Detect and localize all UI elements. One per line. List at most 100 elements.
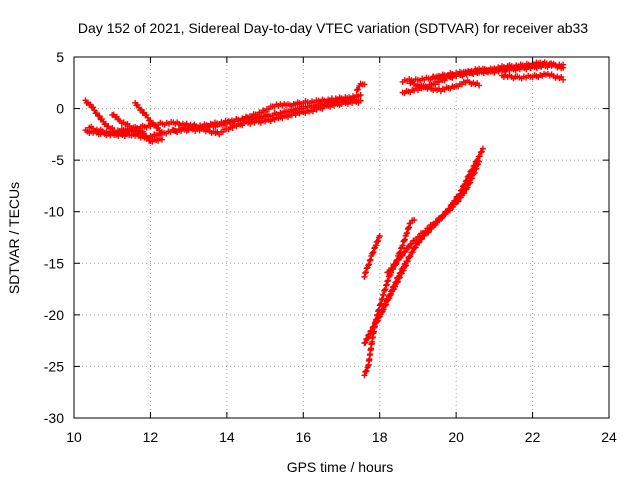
- data-point: [387, 292, 394, 299]
- data-point: [361, 81, 368, 88]
- data-point: [412, 244, 419, 251]
- x-tick-label: 14: [219, 429, 235, 445]
- data-point: [450, 203, 457, 210]
- data-point: [400, 264, 407, 271]
- y-tick-label: 5: [56, 49, 64, 65]
- data-point: [399, 252, 406, 259]
- data-point: [391, 283, 398, 290]
- data-point: [473, 165, 480, 172]
- data-point: [422, 228, 429, 235]
- x-tick-label: 18: [372, 429, 388, 445]
- data-point: [96, 112, 103, 119]
- data-point: [90, 104, 97, 111]
- data-point: [476, 153, 483, 160]
- y-tick-label: -15: [44, 255, 64, 271]
- data-point: [457, 194, 464, 201]
- data-point: [368, 327, 375, 334]
- data-point: [455, 198, 462, 205]
- data-point: [383, 301, 390, 308]
- y-axis-label: SDTVAR / TECUs: [6, 182, 22, 294]
- data-point: [474, 161, 481, 168]
- data-point: [389, 287, 396, 294]
- data-point: [560, 64, 567, 71]
- data-point: [144, 114, 151, 121]
- data-point: [476, 158, 483, 165]
- data-point: [466, 180, 473, 187]
- x-tick-label: 12: [143, 429, 159, 445]
- x-tick-label: 20: [448, 429, 464, 445]
- y-tick-label: -25: [44, 358, 64, 374]
- plot-frame: [73, 56, 610, 419]
- data-point: [372, 242, 379, 249]
- x-tick-label: 16: [295, 429, 311, 445]
- y-tick-label: -30: [44, 410, 64, 426]
- y-tick-label: -10: [44, 204, 64, 220]
- data-point: [476, 82, 483, 89]
- data-point: [413, 237, 420, 244]
- y-tick-label: 0: [56, 101, 64, 117]
- data-point: [464, 184, 471, 191]
- data-point: [399, 242, 406, 249]
- data-point: [375, 237, 382, 244]
- data-point: [471, 169, 478, 176]
- x-axis-label: GPS time / hours: [287, 459, 394, 475]
- data-point: [366, 331, 373, 338]
- data-point: [376, 232, 383, 239]
- data-point: [409, 249, 416, 256]
- data-point: [158, 130, 165, 137]
- data-point: [442, 211, 449, 218]
- data-point: [468, 175, 475, 182]
- data-point: [403, 258, 410, 265]
- data-point: [406, 244, 413, 251]
- data-point: [408, 240, 415, 247]
- data-point: [560, 76, 567, 83]
- x-tick-label: 22: [525, 429, 541, 445]
- data-point: [367, 256, 374, 263]
- data-point: [366, 257, 373, 264]
- data-point: [467, 179, 474, 186]
- data-point: [416, 233, 423, 240]
- data-point: [393, 278, 400, 285]
- data-point: [389, 264, 396, 271]
- data-point: [366, 261, 373, 268]
- data-point: [434, 218, 441, 225]
- data-point: [439, 214, 446, 221]
- data-point: [362, 339, 369, 346]
- data-point: [478, 148, 485, 155]
- data-point: [143, 112, 150, 119]
- data-point: [371, 323, 378, 330]
- data-point: [393, 260, 400, 267]
- data-point: [431, 221, 438, 228]
- data-point: [385, 277, 392, 284]
- chart-title: Day 152 of 2021, Sidereal Day-to-day VTE…: [78, 20, 588, 36]
- data-point: [384, 297, 391, 304]
- data-point: [362, 270, 369, 276]
- data-point: [380, 306, 387, 313]
- data-point: [461, 190, 468, 197]
- data-point: [363, 367, 370, 374]
- data-point: [425, 225, 432, 232]
- data-point: [552, 62, 559, 69]
- data-point: [411, 216, 418, 223]
- data-point: [395, 256, 402, 263]
- data-point: [402, 248, 409, 255]
- data-points: [82, 59, 567, 379]
- y-tick-label: -20: [44, 307, 64, 323]
- data-point: [355, 86, 362, 93]
- x-tick-label: 10: [66, 429, 82, 445]
- data-point: [407, 253, 414, 260]
- data-point: [397, 269, 404, 276]
- data-point: [361, 372, 368, 379]
- data-point: [376, 313, 383, 320]
- axis-ticks: 10 12 14 16 18 20 22 24 5 0 -5 -10 -15 -20 -25 -30: [44, 49, 617, 445]
- data-point: [386, 268, 393, 275]
- data-point: [401, 237, 408, 244]
- data-point: [357, 91, 364, 98]
- data-point: [472, 166, 479, 173]
- data-point: [447, 207, 454, 214]
- data-point: [361, 273, 368, 280]
- x-tick-label: 24: [601, 429, 617, 445]
- data-point: [369, 249, 376, 256]
